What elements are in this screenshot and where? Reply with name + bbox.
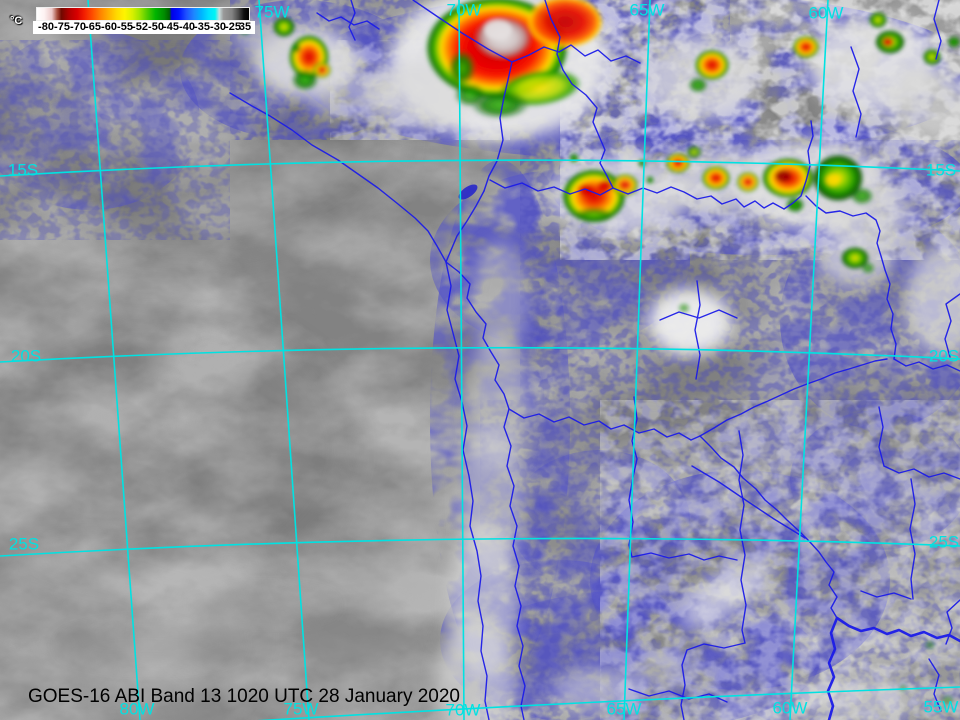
lat-label-left-25s: 25S xyxy=(8,534,40,554)
lon-label-top-60w: 60W xyxy=(808,3,844,23)
colorbar-tick: -70 xyxy=(70,21,86,33)
lat-label-left-15s: 15S xyxy=(7,160,39,180)
colorbar-tick: -30 xyxy=(210,21,226,33)
lon-label-bottom-55w: 55W xyxy=(923,697,959,717)
colorbar-tick: -80 xyxy=(38,21,54,33)
lon-label-top-75w: 75W xyxy=(254,2,290,22)
lat-label-left-20s: 20S xyxy=(10,346,42,366)
colorbar-gradient xyxy=(36,7,250,21)
lon-label-bottom-75w: 75W xyxy=(283,699,319,719)
colorbar-tick: -52 xyxy=(132,21,148,33)
colorbar-tick: -65 xyxy=(85,21,101,33)
image-caption: GOES-16 ABI Band 13 1020 UTC 28 January … xyxy=(28,686,460,707)
lat-label-right-20s: 20S xyxy=(928,346,960,366)
latitude-line-30s xyxy=(257,686,960,720)
longitude-line-80w xyxy=(87,0,141,720)
colorbar-tick: -50 xyxy=(148,21,164,33)
longitude-line-75w xyxy=(258,0,310,720)
colorbar-tick: -40 xyxy=(179,21,195,33)
colorbar-tick: -75 xyxy=(54,21,70,33)
colorbar-tick: -25 xyxy=(225,21,241,33)
colorbar-tick: -60 xyxy=(101,21,117,33)
latitude-line-20s xyxy=(0,346,960,363)
longitude-line-65w xyxy=(623,0,651,720)
lake-titicaca xyxy=(458,184,478,200)
lat-label-right-15s: 15S xyxy=(925,160,957,180)
colorbar-tick-strip: -80 -75 -70 -65 -60 -55 -52 -50 -45 -40 … xyxy=(33,21,255,34)
colorbar-tick: -55 xyxy=(117,21,133,33)
latitude-line-15s xyxy=(0,159,960,177)
colorbar-tick: 35 xyxy=(238,21,252,33)
latitude-line-25s xyxy=(0,537,960,557)
country-borders-layer xyxy=(229,0,960,720)
lon-label-top-70w: 70W xyxy=(446,0,482,20)
lon-label-bottom-70w: 70W xyxy=(445,700,481,720)
lat-label-right-25s: 25S xyxy=(928,532,960,552)
colorbar-tick: -35 xyxy=(194,21,210,33)
lon-label-bottom-65w: 65W xyxy=(606,699,642,719)
lon-label-bottom-60w: 60W xyxy=(772,698,808,718)
colorbar-tick: -45 xyxy=(163,21,179,33)
longitude-line-60w xyxy=(789,0,829,720)
storm-cells-layer xyxy=(239,0,960,705)
colorbar-unit-label: °C xyxy=(10,15,23,27)
lon-label-bottom-80w: 80W xyxy=(119,699,155,719)
lon-label-top-65w: 65W xyxy=(629,0,665,20)
longitude-line-70w xyxy=(458,0,465,720)
